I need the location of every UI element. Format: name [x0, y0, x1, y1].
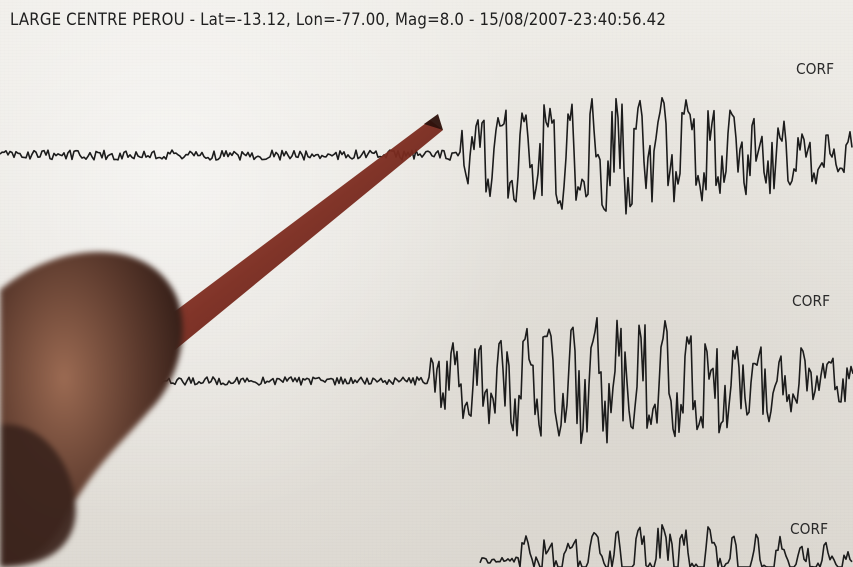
pencil: [150, 120, 443, 350]
trace-label-1: CORF: [796, 60, 835, 78]
trace-label-2: CORF: [792, 292, 831, 310]
finger-shadow: [0, 424, 76, 567]
seismogram-trace-1: [0, 97, 853, 215]
pencil-tip: [424, 114, 443, 130]
trace-group: [0, 97, 853, 567]
seismogram-header: LARGE CENTRE PEROU - Lat=-13.12, Lon=-77…: [10, 10, 667, 30]
seismogram-trace-3: [479, 524, 853, 567]
seismogram-trace-2: [154, 317, 853, 445]
trace-label-3: CORF: [790, 520, 829, 538]
